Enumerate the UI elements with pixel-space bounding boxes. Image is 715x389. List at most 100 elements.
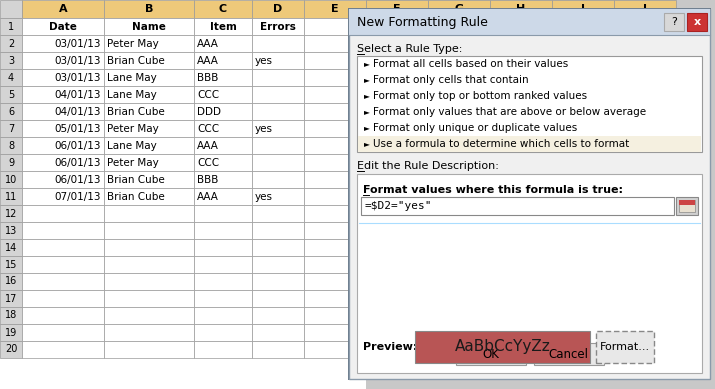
Bar: [428, 154, 490, 171]
Text: 04/01/13: 04/01/13: [54, 107, 101, 116]
Bar: [0, 35, 22, 52]
Bar: [22, 239, 104, 256]
Bar: [687, 13, 707, 31]
Bar: [194, 273, 252, 290]
Bar: [552, 86, 614, 103]
Text: OK: OK: [482, 347, 499, 361]
Bar: [0, 171, 22, 188]
Text: H: H: [516, 4, 526, 14]
Bar: [252, 290, 304, 307]
Bar: [366, 154, 428, 171]
Bar: [104, 205, 194, 222]
Bar: [252, 307, 304, 324]
Text: 15: 15: [5, 259, 17, 270]
Bar: [614, 35, 676, 52]
Bar: [194, 239, 252, 256]
Bar: [614, 188, 676, 205]
Bar: [366, 18, 428, 35]
Bar: [552, 205, 614, 222]
Text: I: I: [581, 4, 585, 14]
Bar: [104, 18, 194, 35]
Bar: [614, 137, 676, 154]
Bar: [428, 273, 490, 290]
Bar: [194, 120, 252, 137]
Bar: [0, 69, 22, 86]
Text: x: x: [694, 17, 701, 27]
Bar: [614, 290, 676, 307]
Text: 7: 7: [8, 123, 14, 133]
Text: 1: 1: [8, 21, 14, 32]
Bar: [614, 307, 676, 324]
Bar: [304, 52, 366, 69]
Bar: [614, 69, 676, 86]
Text: B: B: [145, 4, 153, 14]
Text: 19: 19: [5, 328, 17, 338]
Text: ►: ►: [364, 107, 370, 116]
Bar: [490, 239, 552, 256]
Bar: [304, 188, 366, 205]
Bar: [366, 69, 428, 86]
Bar: [428, 35, 490, 52]
Bar: [252, 341, 304, 358]
Bar: [614, 205, 676, 222]
Text: Edit the Rule Description:: Edit the Rule Description:: [357, 161, 499, 171]
Bar: [490, 222, 552, 239]
Bar: [428, 324, 490, 341]
Text: 18: 18: [5, 310, 17, 321]
Text: Format...: Format...: [600, 342, 650, 352]
Bar: [552, 188, 614, 205]
Text: 6: 6: [8, 107, 14, 116]
Text: BBB: BBB: [197, 72, 218, 82]
Bar: [552, 171, 614, 188]
Bar: [614, 341, 676, 358]
Text: Format only unique or duplicate values: Format only unique or duplicate values: [373, 123, 577, 133]
Text: =$D2="yes": =$D2="yes": [365, 201, 433, 211]
Bar: [22, 18, 104, 35]
Text: DDD: DDD: [197, 107, 221, 116]
Bar: [304, 239, 366, 256]
Text: ►: ►: [364, 91, 370, 100]
Bar: [348, 8, 711, 380]
Text: CCC: CCC: [197, 89, 219, 100]
Bar: [194, 18, 252, 35]
Bar: [194, 188, 252, 205]
Text: Format all cells based on their values: Format all cells based on their values: [373, 59, 568, 69]
Bar: [490, 120, 552, 137]
Bar: [490, 35, 552, 52]
Bar: [490, 341, 552, 358]
Bar: [428, 69, 490, 86]
Bar: [358, 136, 701, 152]
Bar: [552, 341, 614, 358]
Bar: [252, 18, 304, 35]
Bar: [490, 290, 552, 307]
Bar: [194, 35, 252, 52]
Bar: [490, 18, 552, 35]
Bar: [104, 307, 194, 324]
Bar: [366, 324, 428, 341]
Bar: [552, 239, 614, 256]
Bar: [0, 307, 22, 324]
Bar: [304, 86, 366, 103]
Bar: [361, 197, 674, 215]
Text: Brian Cube: Brian Cube: [107, 107, 164, 116]
Bar: [596, 331, 654, 363]
Text: 16: 16: [5, 277, 17, 287]
Bar: [428, 341, 490, 358]
Bar: [349, 9, 710, 35]
Bar: [0, 273, 22, 290]
Text: Lane May: Lane May: [107, 72, 157, 82]
Bar: [614, 222, 676, 239]
Bar: [366, 239, 428, 256]
Bar: [0, 86, 22, 103]
Text: 10: 10: [5, 175, 17, 184]
Bar: [428, 18, 490, 35]
Text: ►: ►: [364, 123, 370, 133]
Text: D: D: [273, 4, 282, 14]
Bar: [428, 103, 490, 120]
Bar: [0, 137, 22, 154]
Bar: [252, 324, 304, 341]
Bar: [614, 18, 676, 35]
Bar: [679, 200, 695, 212]
Bar: [0, 0, 366, 389]
Bar: [22, 307, 104, 324]
